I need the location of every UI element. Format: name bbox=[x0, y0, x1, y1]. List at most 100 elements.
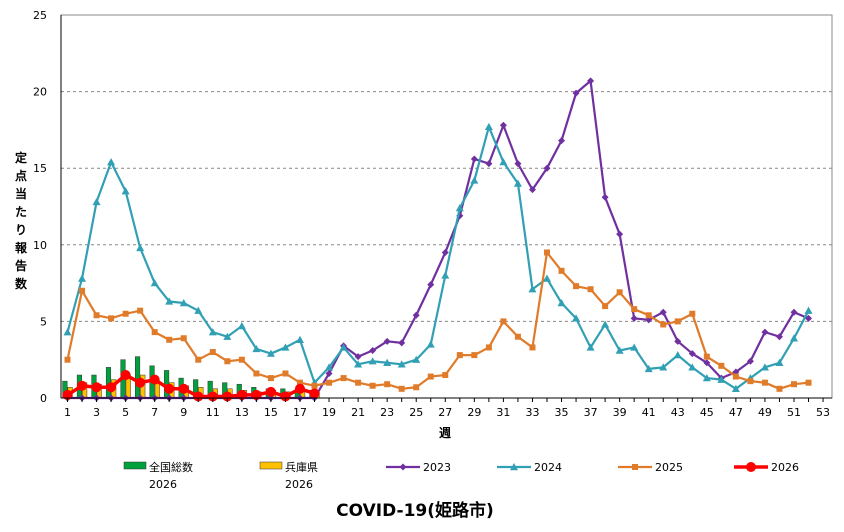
point-2025 bbox=[413, 384, 420, 391]
legend-label: 兵庫県 bbox=[285, 460, 318, 474]
point-2023 bbox=[746, 357, 754, 365]
point-2024 bbox=[208, 328, 217, 336]
point-2025 bbox=[776, 385, 783, 392]
point-2024 bbox=[644, 364, 653, 373]
point-2023 bbox=[514, 160, 522, 168]
point-2025 bbox=[209, 349, 216, 356]
point-2023 bbox=[412, 311, 420, 319]
legend-marker bbox=[399, 463, 407, 471]
point-2025 bbox=[355, 379, 362, 386]
point-2025 bbox=[616, 289, 623, 296]
point-2024 bbox=[572, 314, 581, 322]
point-2023 bbox=[470, 155, 478, 163]
point-2024 bbox=[542, 274, 551, 282]
point-2024 bbox=[383, 358, 392, 366]
point-2024 bbox=[339, 343, 348, 351]
point-2026 bbox=[106, 382, 117, 393]
point-2024 bbox=[295, 335, 304, 343]
point-2023 bbox=[354, 353, 362, 361]
x-tick-label: 25 bbox=[409, 406, 423, 419]
point-2024 bbox=[223, 332, 232, 340]
point-2026 bbox=[222, 391, 233, 402]
point-2024 bbox=[412, 355, 421, 363]
legend-label: 2026 bbox=[149, 478, 177, 491]
point-2025 bbox=[761, 379, 768, 386]
point-2023 bbox=[485, 160, 493, 168]
point-2025 bbox=[732, 373, 739, 380]
y-axis-label-char: 数 bbox=[15, 276, 28, 291]
point-2023 bbox=[528, 186, 536, 194]
plot-area-border bbox=[60, 14, 833, 399]
point-2024 bbox=[194, 306, 203, 314]
point-2023 bbox=[543, 164, 551, 172]
point-2025 bbox=[791, 381, 797, 388]
x-tick-label: 53 bbox=[816, 406, 830, 419]
point-2025 bbox=[224, 358, 231, 365]
point-2025 bbox=[369, 382, 376, 389]
point-2024 bbox=[484, 122, 493, 131]
point-2025 bbox=[427, 373, 434, 380]
point-2025 bbox=[93, 312, 100, 319]
point-2024 bbox=[470, 176, 479, 184]
x-tick-label: 9 bbox=[180, 406, 187, 419]
legend-label: 2026 bbox=[771, 461, 799, 474]
point-2024 bbox=[630, 343, 639, 351]
x-tick-label: 47 bbox=[729, 406, 743, 419]
point-2024 bbox=[441, 271, 450, 279]
x-tick-label: 3 bbox=[93, 406, 100, 419]
point-2024 bbox=[78, 274, 87, 282]
point-2025 bbox=[500, 318, 507, 325]
point-2025 bbox=[543, 249, 550, 256]
series-line-2025 bbox=[66, 251, 809, 390]
point-2024 bbox=[615, 346, 624, 354]
x-tick-label: 51 bbox=[787, 406, 801, 419]
legend-swatch bbox=[259, 461, 283, 470]
y-tick-label: 10 bbox=[33, 239, 47, 252]
bar bbox=[135, 356, 141, 399]
y-axis-label-char: 報 bbox=[15, 240, 28, 255]
point-2025 bbox=[267, 375, 274, 382]
point-2023 bbox=[558, 137, 566, 145]
point-2024 bbox=[266, 349, 275, 357]
point-2023 bbox=[601, 193, 609, 201]
y-tick-label: 15 bbox=[33, 162, 47, 175]
point-2025 bbox=[689, 310, 696, 317]
point-2024 bbox=[63, 328, 72, 336]
point-2025 bbox=[398, 385, 405, 392]
y-axis-label-char: り bbox=[15, 223, 27, 237]
legend-label: 2023 bbox=[423, 461, 451, 474]
point-2024 bbox=[760, 363, 769, 371]
x-tick-label: 11 bbox=[206, 406, 220, 419]
point-2024 bbox=[717, 375, 726, 383]
point-2025 bbox=[180, 335, 187, 342]
point-2025 bbox=[456, 352, 463, 359]
point-2024 bbox=[426, 340, 435, 348]
point-2025 bbox=[631, 306, 638, 313]
point-2025 bbox=[253, 370, 260, 377]
x-tick-label: 37 bbox=[584, 406, 598, 419]
point-2026 bbox=[207, 391, 218, 402]
point-2024 bbox=[702, 374, 711, 382]
point-2023 bbox=[587, 77, 595, 85]
point-2026 bbox=[178, 383, 189, 394]
point-2023 bbox=[761, 328, 769, 336]
point-2024 bbox=[325, 363, 334, 371]
x-tick-label: 7 bbox=[151, 406, 158, 419]
legend-marker bbox=[746, 462, 756, 472]
series-line-2024 bbox=[66, 125, 810, 390]
point-2025 bbox=[587, 286, 594, 293]
point-2026 bbox=[265, 386, 276, 397]
legend-label: 2025 bbox=[655, 461, 683, 474]
x-tick-label: 49 bbox=[758, 406, 772, 419]
x-tick-label: 35 bbox=[555, 406, 569, 419]
point-2024 bbox=[790, 334, 798, 342]
x-tick-label: 43 bbox=[671, 406, 685, 419]
series-line-2023 bbox=[67, 79, 809, 400]
point-2025 bbox=[558, 267, 565, 274]
point-2024 bbox=[252, 344, 261, 353]
point-2026 bbox=[120, 370, 131, 381]
legend-marker bbox=[632, 464, 638, 470]
point-2024 bbox=[354, 360, 363, 368]
point-2024 bbox=[107, 158, 116, 166]
